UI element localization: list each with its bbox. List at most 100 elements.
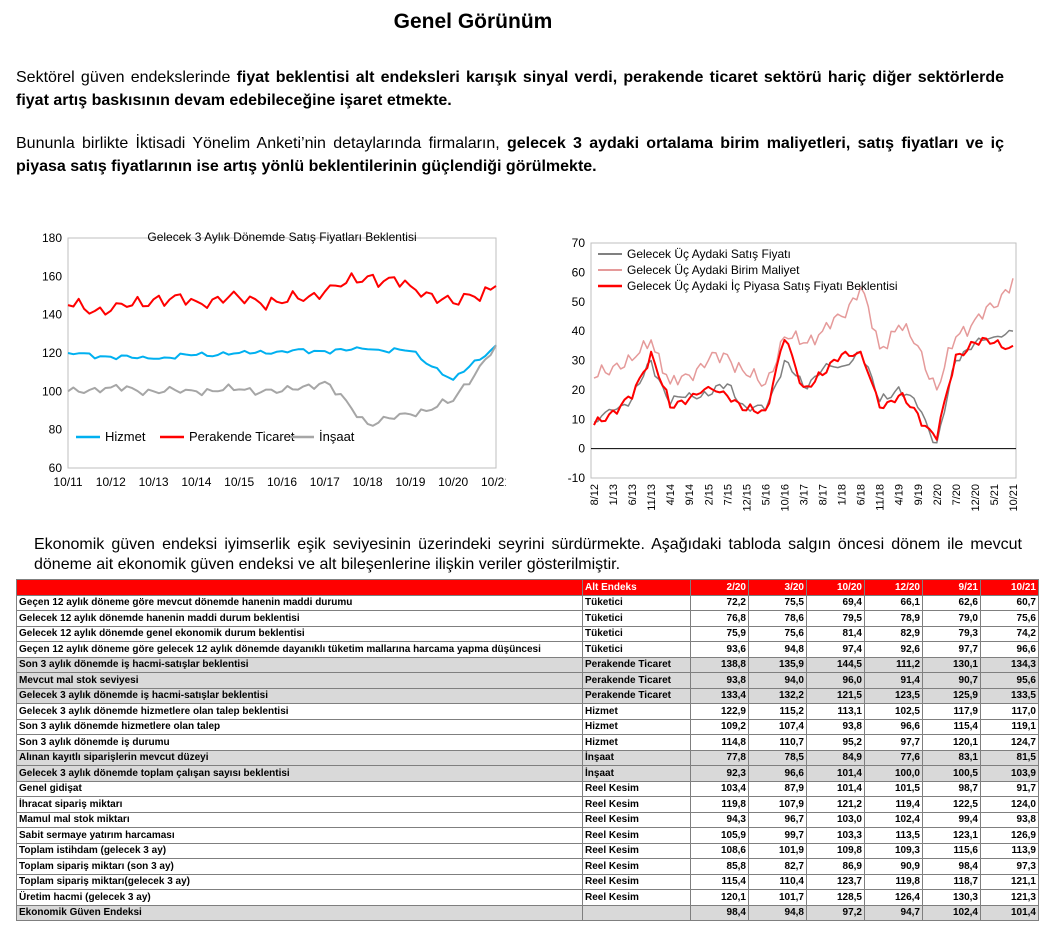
row-label: Toplam sipariş miktarı (son 3 ay): [16, 858, 583, 875]
row-value: 115,4: [922, 718, 981, 735]
row-value: 108,6: [690, 842, 749, 859]
row-value: 81,5: [980, 749, 1039, 766]
page-title: Genel Görünüm: [393, 10, 553, 33]
row-value: 90,7: [922, 672, 981, 689]
row-value: 119,1: [980, 718, 1039, 735]
row-value: 107,4: [748, 718, 807, 735]
row-value: 72,2: [690, 594, 749, 611]
y-tick-label: 160: [42, 269, 62, 283]
row-value: 93,6: [690, 641, 749, 658]
row-value: 100,5: [922, 765, 981, 782]
row-value: 103,3: [806, 827, 865, 844]
row-value: 92,3: [690, 765, 749, 782]
paragraph-economic-confidence: Ekonomik güven endeksi iyimserlik eşik s…: [34, 536, 1022, 573]
row-label: Mamul mal stok miktarı: [16, 811, 583, 828]
row-label: Gelecek 12 aylık dönemde genel ekonomik …: [16, 625, 583, 642]
row-value: 82,9: [864, 625, 923, 642]
series-line: [593, 278, 1014, 391]
x-tick-label: 10/16: [779, 484, 791, 512]
x-tick-label: 2/20: [932, 484, 944, 505]
table-row: Gelecek 3 aylık dönemde hizmetlere olan …: [16, 703, 1039, 720]
row-label: Üretim hacmi (gelecek 3 ay): [16, 889, 583, 906]
row-value: 109,3: [864, 842, 923, 859]
row-sector: Tüketici: [582, 610, 691, 627]
x-tick-label: 10/12: [96, 475, 126, 489]
table-header-period: 3/20: [748, 579, 807, 596]
table-row: Alınan kayıtlı siparişlerin mevcut düzey…: [16, 749, 1039, 766]
row-value: 101,7: [748, 889, 807, 906]
row-value: 103,0: [806, 811, 865, 828]
row-label: Alınan kayıtlı siparişlerin mevcut düzey…: [16, 749, 583, 766]
row-value: 124,0: [980, 796, 1039, 813]
row-sector: Reel Kesim: [582, 811, 691, 828]
row-value: 87,9: [748, 780, 807, 797]
row-value: 95,6: [980, 672, 1039, 689]
paragraph-normal-text: Bununla birlikte İktisadi Yönelim Anketi…: [16, 135, 507, 152]
row-value: 119,8: [690, 796, 749, 813]
row-value: 97,4: [806, 641, 865, 658]
row-value: 121,3: [980, 889, 1039, 906]
row-value: 77,8: [690, 749, 749, 766]
y-tick-label: 80: [49, 423, 63, 437]
row-value: 138,8: [690, 656, 749, 673]
row-value: 114,8: [690, 734, 749, 751]
row-value: 83,1: [922, 749, 981, 766]
legend-label: Gelecek Üç Aydaki Satış Fiyatı: [627, 247, 791, 261]
row-label: Gelecek 3 aylık dönemde iş hacmi-satışla…: [16, 687, 583, 704]
x-tick-label: 7/20: [951, 484, 963, 505]
row-value: 101,9: [748, 842, 807, 859]
series-line: [67, 344, 497, 381]
x-tick-label: 4/14: [665, 484, 677, 505]
row-label: Geçen 12 aylık döneme göre gelecek 12 ay…: [16, 641, 583, 658]
series-line: [67, 344, 497, 427]
row-sector: Perakende Ticaret: [582, 687, 691, 704]
row-value: 98,4: [690, 904, 749, 921]
row-value: 96,6: [864, 718, 923, 735]
legend-label: Gelecek Üç Aydaki Birim Maliyet: [627, 263, 800, 277]
x-tick-label: 6/18: [856, 484, 868, 505]
row-value: 92,6: [864, 641, 923, 658]
row-sector: Hizmet: [582, 703, 691, 720]
row-value: 115,4: [690, 873, 749, 890]
row-label: Son 3 aylık dönemde iş durumu: [16, 734, 583, 751]
row-value: 134,3: [980, 656, 1039, 673]
chart-sales-price-expectations: 60 80 100 120 140 160 180 10/11 10/12 10/13 10/14 1…: [28, 224, 511, 500]
row-value: 75,6: [980, 610, 1039, 627]
row-sector: Reel Kesim: [582, 873, 691, 890]
row-value: 110,4: [748, 873, 807, 890]
row-value: 75,9: [690, 625, 749, 642]
x-tick-label: 8/12: [589, 484, 601, 505]
plot-frame: [590, 242, 1017, 479]
x-tick-label: 10/17: [310, 475, 340, 489]
row-value: 79,0: [922, 610, 981, 627]
row-value: 105,9: [690, 827, 749, 844]
row-value: 122,9: [690, 703, 749, 720]
row-value: 97,7: [922, 641, 981, 658]
row-value: 78,9: [864, 610, 923, 627]
table-row: Geçen 12 aylık döneme göre gelecek 12 ay…: [16, 641, 1039, 658]
row-sector: Tüketici: [582, 594, 691, 611]
paragraph-bold-text: fiyat beklentisi alt endeksleri karışık …: [16, 69, 1004, 109]
row-value: 93,8: [980, 811, 1039, 828]
y-tick-label: 140: [42, 308, 62, 322]
row-value: 94,8: [748, 641, 807, 658]
row-value: 95,2: [806, 734, 865, 751]
x-tick-label: 12/20: [970, 484, 982, 512]
row-value: 133,4: [690, 687, 749, 704]
paragraph-survey-details: Bununla birlikte İktisadi Yönelim Anketi…: [16, 132, 1004, 178]
row-value: 111,2: [864, 656, 923, 673]
table-body: Geçen 12 aylık döneme göre mevcut dönemd…: [16, 594, 1039, 921]
x-tick-label: 11/18: [875, 484, 887, 511]
y-tick-label: 20: [572, 383, 586, 397]
y-tick-label: 60: [49, 461, 63, 475]
row-value: 128,5: [806, 889, 865, 906]
row-label: Gelecek 12 aylık dönemde hanenin maddi d…: [16, 610, 583, 627]
row-value: 121,5: [806, 687, 865, 704]
row-value: 130,3: [922, 889, 981, 906]
row-value: 101,4: [980, 904, 1039, 921]
x-tick-label: 10/19: [395, 475, 425, 489]
row-value: 62,6: [922, 594, 981, 611]
x-tick-label: 5/16: [760, 484, 772, 505]
row-value: 96,7: [748, 811, 807, 828]
x-tick-label: 4/19: [894, 484, 906, 505]
